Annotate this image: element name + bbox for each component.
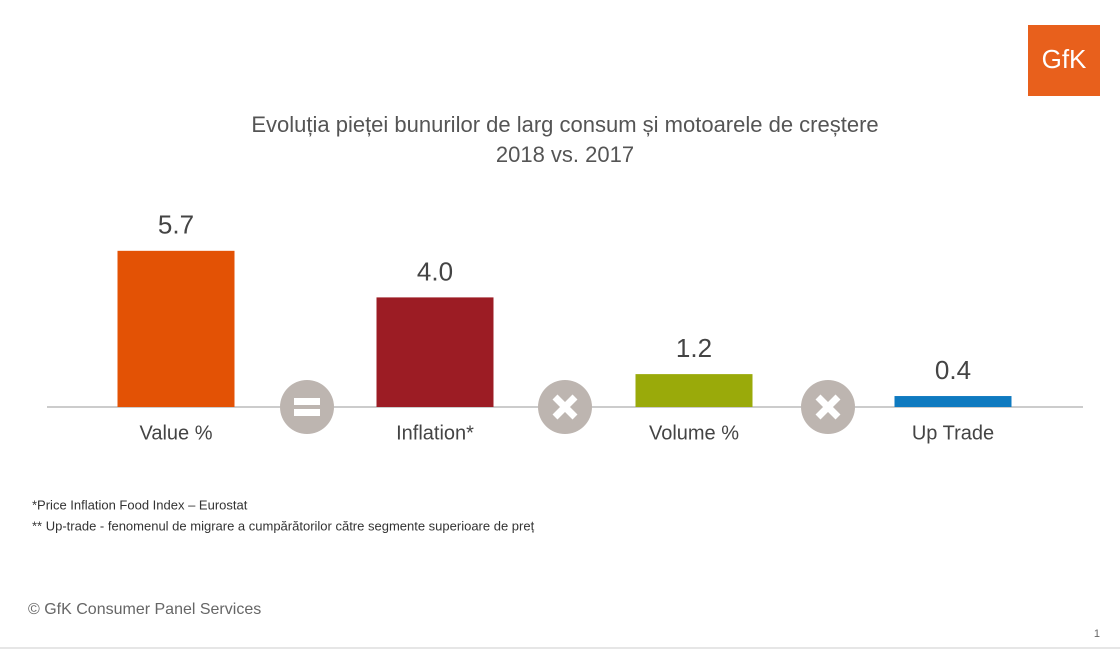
footnote: ** Up-trade - fenomenul de migrare a cum… (32, 518, 535, 533)
category-label: Up Trade (912, 422, 994, 444)
bar (117, 250, 235, 407)
value-label: 1.2 (676, 333, 712, 363)
value-label: 4.0 (417, 256, 453, 286)
category-label: Value % (139, 422, 212, 444)
page-number: 1 (1094, 628, 1100, 640)
source: © GfK Consumer Panel Services (28, 601, 261, 618)
footnote: *Price Inflation Food Index – Eurostat (32, 497, 248, 512)
logo: GfK (1042, 44, 1087, 74)
bar (635, 374, 753, 407)
chart-title: Evoluția pieței bunurilor de larg consum… (251, 112, 878, 137)
operator-equals (280, 380, 334, 434)
logo-box (1028, 25, 1100, 96)
category-label: Inflation* (396, 422, 474, 444)
bar (894, 396, 1012, 407)
value-label: 5.7 (158, 210, 194, 240)
operator-times (538, 380, 592, 434)
chart-subtitle: 2018 vs. 2017 (496, 142, 634, 167)
bar (376, 297, 494, 407)
value-label: 0.4 (935, 355, 971, 385)
operator-times (801, 380, 855, 434)
category-label: Volume % (649, 422, 739, 444)
